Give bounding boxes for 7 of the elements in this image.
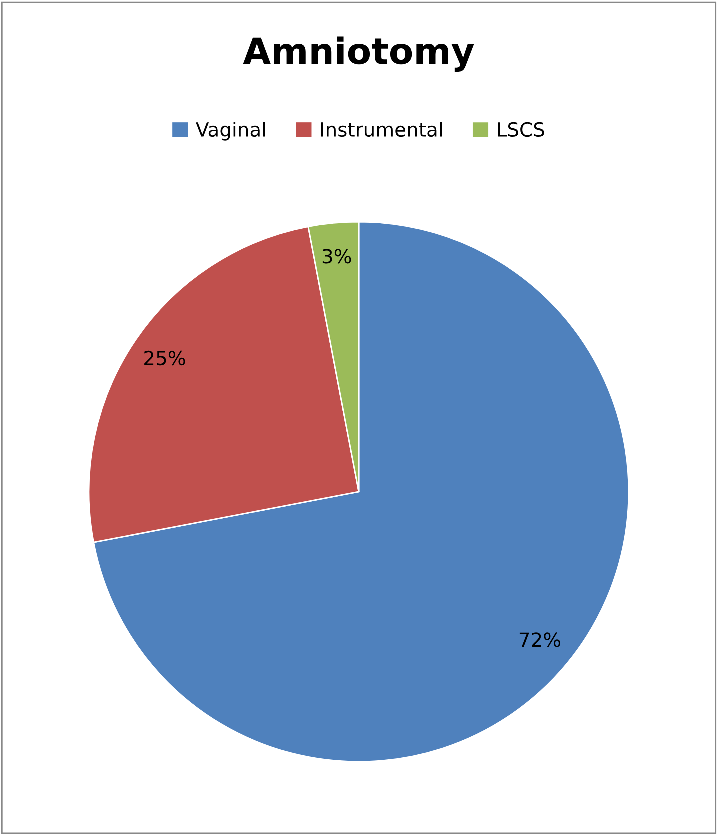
legend-label: Vaginal (196, 122, 266, 141)
chart-title: Amniotomy (243, 36, 474, 72)
legend-label: Instrumental (321, 122, 442, 138)
legend-label: LSCS (498, 122, 544, 138)
data-label: 25% (144, 350, 186, 366)
data-label: 72% (520, 632, 561, 648)
data-label: 3% (322, 249, 352, 264)
